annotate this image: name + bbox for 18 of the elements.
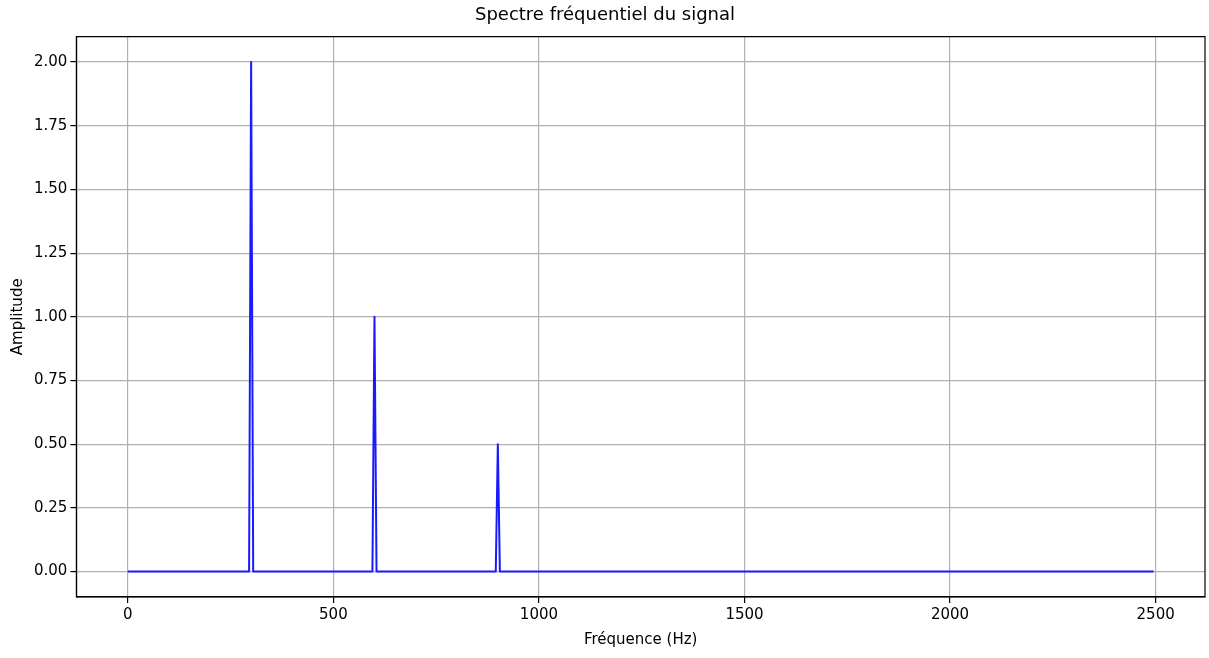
y-tick-label: 1.50: [33, 179, 68, 198]
y-tick-label: 1.25: [33, 243, 68, 262]
x-axis-title: Fréquence (Hz): [583, 629, 698, 648]
y-tick-label: 0.75: [33, 370, 68, 389]
x-tick-label: 2000: [930, 604, 970, 623]
x-tick-label: 0: [123, 604, 133, 623]
y-tick-label: 2.00: [33, 51, 68, 70]
y-tick-label: 0.00: [33, 561, 68, 580]
chart-title: Spectre fréquentiel du signal: [474, 3, 736, 25]
y-tick-label: 1.75: [33, 115, 68, 134]
y-axis-title: Amplitude: [7, 278, 26, 356]
y-tick-label: 0.50: [33, 434, 68, 453]
x-tick-label: 2500: [1136, 604, 1175, 623]
y-tick-label: 0.25: [33, 497, 68, 516]
x-tick-label: 1000: [519, 604, 559, 623]
x-tick-label: 1500: [725, 604, 764, 623]
y-tick-label: 1.00: [33, 306, 68, 325]
x-tick-label: 500: [319, 604, 348, 623]
